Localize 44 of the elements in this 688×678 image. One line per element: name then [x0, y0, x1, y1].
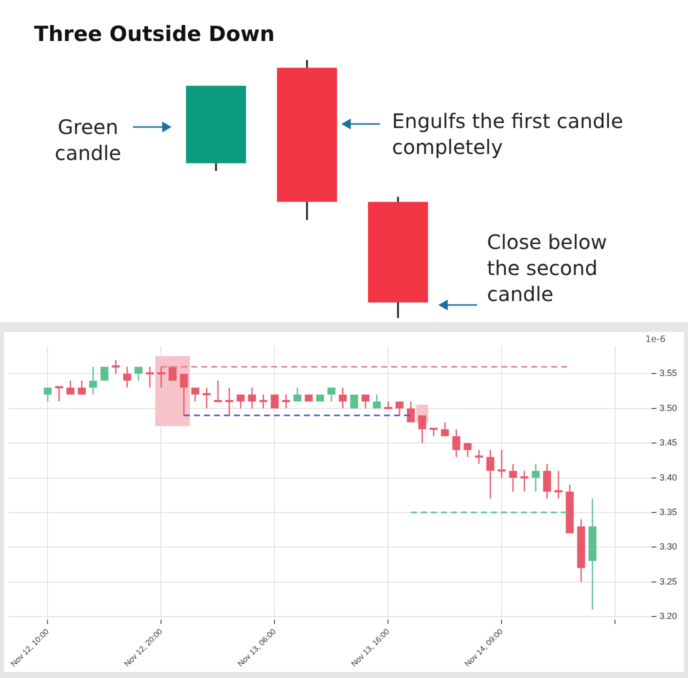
y-tick-label: 3.20 — [659, 611, 678, 622]
y-tick-label: 3.40 — [659, 472, 678, 482]
y-tick-label: 3.35 — [659, 506, 678, 517]
candlestick — [100, 366, 108, 381]
text: Green candle — [54, 114, 122, 166]
candlestick — [464, 443, 472, 458]
candlestick — [316, 394, 324, 402]
candlestick — [123, 366, 132, 388]
candlestick — [452, 428, 460, 458]
text: Close below the second candle — [487, 229, 608, 307]
chart-title: Three Outside Down — [34, 22, 275, 46]
y-tick-label: 3.55 — [659, 368, 678, 378]
candlestick — [509, 463, 517, 492]
y-tick-label: 3.45 — [659, 438, 678, 448]
candlestick — [44, 388, 52, 402]
y-tick-label: 3.30 — [659, 542, 678, 552]
candlestick — [236, 394, 245, 410]
candlestick — [532, 463, 540, 492]
candlestick — [276, 59, 338, 221]
annotation: Engulfs the first candle completely — [392, 108, 624, 160]
candlestick — [180, 374, 188, 416]
candlestick — [350, 394, 358, 408]
candlestick — [372, 394, 381, 408]
candlestick — [566, 484, 574, 534]
candlestick — [406, 400, 415, 422]
y-axis-title: 1e-6 — [645, 334, 666, 345]
candlestick — [89, 366, 98, 396]
candlestick — [191, 388, 200, 402]
candlestick — [186, 86, 246, 172]
candlestick — [588, 498, 596, 610]
candlestick — [486, 449, 494, 500]
candlestick — [368, 196, 428, 319]
y-tick-label: 3.25 — [659, 576, 678, 586]
candlestick — [418, 415, 426, 444]
candlestick — [304, 394, 313, 402]
y-tick-label: 3.50 — [659, 402, 678, 413]
candlestick — [577, 518, 586, 582]
candlestick — [543, 463, 552, 500]
candlestick — [338, 386, 347, 410]
candlestick — [270, 394, 279, 408]
candlestick — [78, 380, 86, 395]
candlestick — [168, 366, 177, 381]
candlestick — [248, 386, 256, 410]
candlestick — [293, 386, 302, 402]
